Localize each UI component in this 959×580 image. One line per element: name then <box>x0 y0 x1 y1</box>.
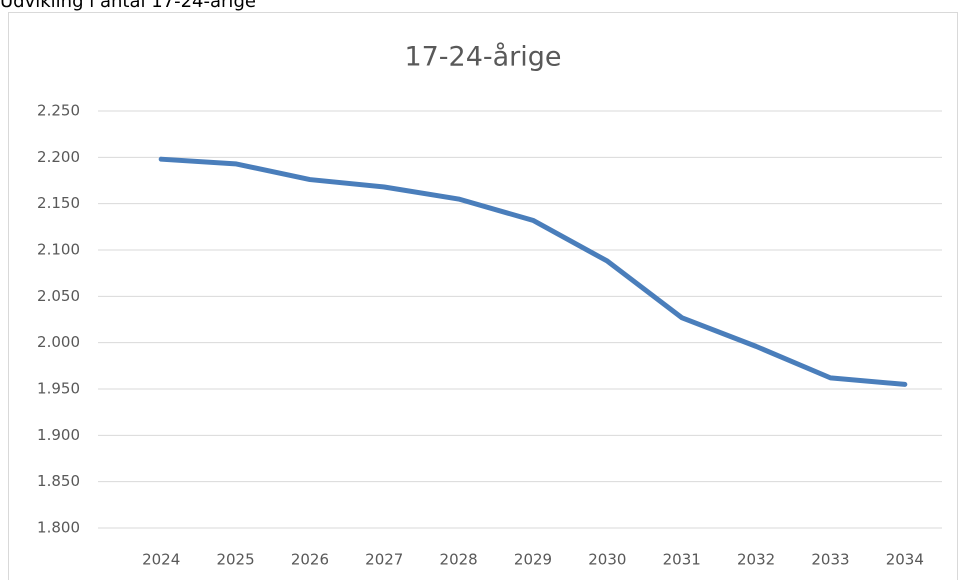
caption: Udvikling i antal 17-24-årige <box>0 0 256 12</box>
x-tick-label: 2034 <box>886 551 924 569</box>
x-tick-label: 2026 <box>291 551 329 569</box>
y-tick-label: 2.250 <box>37 102 80 120</box>
y-tick-label: 1.850 <box>37 472 80 490</box>
y-tick-label: 2.000 <box>37 333 80 351</box>
x-tick-label: 2030 <box>588 551 626 569</box>
y-tick-label: 2.150 <box>37 194 80 212</box>
x-tick-label: 2032 <box>737 551 775 569</box>
y-tick-label: 1.900 <box>37 426 80 444</box>
x-tick-label: 2031 <box>663 551 701 569</box>
x-tick-label: 2029 <box>514 551 552 569</box>
x-tick-label: 2024 <box>142 551 180 569</box>
chart-title: 17-24-årige <box>404 42 561 73</box>
line <box>158 156 908 387</box>
y-tick-label: 1.800 <box>37 519 80 537</box>
y-tick-label: 2.100 <box>37 241 80 259</box>
x-tick-label: 2025 <box>216 551 254 569</box>
y-tick-label: 1.950 <box>37 380 80 398</box>
y-tick-label: 2.200 <box>37 148 80 166</box>
x-tick-label: 2033 <box>811 551 849 569</box>
x-tick-label: 2027 <box>365 551 403 569</box>
x-tick-label: 2028 <box>440 551 478 569</box>
y-tick-label: 2.050 <box>37 287 80 305</box>
